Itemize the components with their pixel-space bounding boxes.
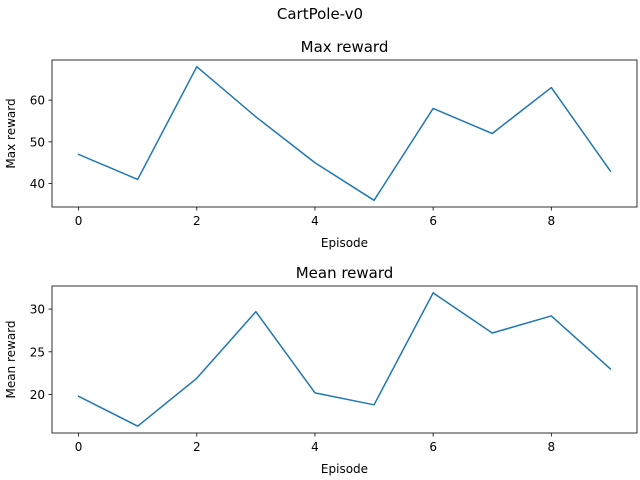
subplot-mean-reward: Mean reward 0 2 4 6 8 20 25 30 Episode Mean reward	[4, 264, 638, 476]
mean-reward-xtick-label: 8	[547, 440, 555, 454]
max-reward-ytick-label: 60	[30, 94, 45, 108]
max-reward-xtick-label: 0	[75, 214, 83, 228]
subplot-max-reward: Max reward 0 2 4 6 8 40 50 60 Episode Max reward	[4, 38, 638, 250]
max-reward-ylabel: Max reward	[4, 98, 18, 168]
mean-reward-ylabel: Mean reward	[4, 320, 18, 398]
max-reward-ytick-label: 40	[30, 177, 45, 191]
mean-reward-series-line	[77, 292, 612, 427]
figure-suptitle: CartPole-v0	[277, 5, 363, 23]
max-reward-xtick-label: 6	[429, 214, 437, 228]
max-reward-ytick-label: 50	[30, 135, 45, 149]
max-reward-series-line	[77, 65, 612, 202]
max-reward-xtick-label: 8	[547, 214, 555, 228]
mean-reward-ytick-label: 20	[30, 388, 45, 402]
mean-reward-axes-frame	[51, 285, 638, 434]
mean-reward-ytick-label: 25	[30, 345, 45, 359]
max-reward-title: Max reward	[301, 38, 389, 56]
mean-reward-xtick-label: 2	[193, 440, 201, 454]
mean-reward-xtick-label: 0	[75, 440, 83, 454]
max-reward-xtick-label: 4	[311, 214, 319, 228]
mean-reward-xtick-label: 6	[429, 440, 437, 454]
max-reward-axes-frame	[51, 59, 638, 208]
max-reward-xtick-label: 2	[193, 214, 201, 228]
mean-reward-xtick-label: 4	[311, 440, 319, 454]
mean-reward-title: Mean reward	[296, 264, 394, 282]
mean-reward-ytick-label: 30	[30, 303, 45, 317]
mean-reward-xlabel: Episode	[321, 462, 368, 476]
max-reward-xlabel: Episode	[321, 236, 368, 250]
